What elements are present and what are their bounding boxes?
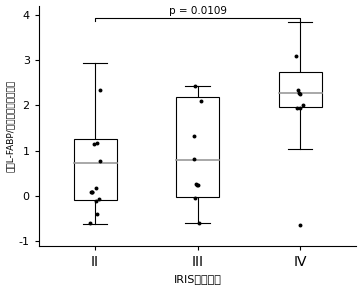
Point <box>96 197 102 202</box>
Point <box>88 189 93 194</box>
Point <box>193 196 198 201</box>
Point <box>294 53 299 58</box>
Point <box>93 198 99 203</box>
Point <box>89 190 94 195</box>
X-axis label: IRISステージ: IRISステージ <box>174 274 222 284</box>
Point <box>94 141 100 145</box>
Point <box>193 182 198 186</box>
Point <box>89 190 94 195</box>
Point <box>87 221 93 226</box>
Point <box>297 223 303 228</box>
Bar <box>278 72 321 107</box>
Point <box>296 91 302 96</box>
Point <box>94 212 100 216</box>
Point <box>194 182 200 187</box>
Point <box>191 133 197 138</box>
Point <box>97 88 103 93</box>
Text: p = 0.0109: p = 0.0109 <box>169 6 227 16</box>
Bar <box>176 97 219 197</box>
Point <box>297 92 303 97</box>
Point <box>294 106 300 110</box>
Point <box>97 158 103 163</box>
Point <box>191 157 197 161</box>
Bar <box>73 139 117 200</box>
Point <box>91 141 97 146</box>
Point <box>295 87 301 92</box>
Point <box>196 221 202 226</box>
Point <box>93 186 99 190</box>
Y-axis label: 尿中L-FABP/クレアチニン補正値: 尿中L-FABP/クレアチニン補正値 <box>5 80 14 172</box>
Point <box>198 99 204 103</box>
Point <box>300 103 306 108</box>
Point <box>192 84 198 88</box>
Point <box>297 106 303 110</box>
Point <box>195 182 201 187</box>
